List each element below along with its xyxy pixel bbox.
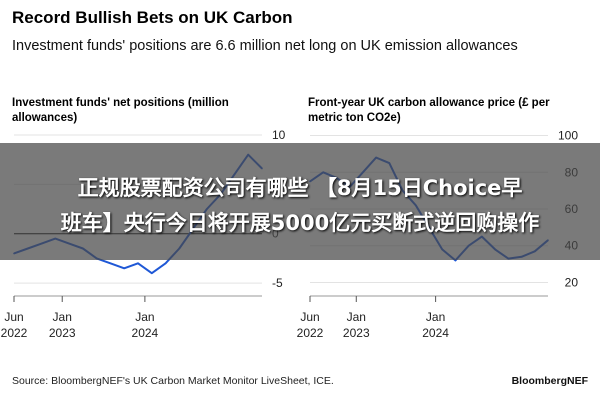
left-data-point <box>109 262 112 265</box>
left-x-tick-label: Jun 2022 <box>1 310 28 340</box>
left-panel-title: Investment funds' net positions (million… <box>12 97 229 124</box>
left-data-point <box>150 272 153 274</box>
brand-logo-text: BloombergNEF <box>511 375 588 387</box>
right-x-tick-label: Jun 2022 <box>297 310 324 340</box>
left-data-point <box>164 262 167 265</box>
overlay-text-line-2: 班车】央行今日将开展5000亿元买断式逆回购操作 <box>60 211 540 235</box>
left-x-tick-label: Jan 2023 <box>49 310 76 340</box>
left-y-tick-label: 10 <box>272 128 286 142</box>
left-y-tick-label: -5 <box>272 276 283 290</box>
left-x-tick-label: Jan 2024 <box>132 310 159 340</box>
right-data-point <box>454 259 457 262</box>
source-note: Source: BloombergNEF's UK Carbon Market … <box>12 375 334 387</box>
right-y-tick-label: 100 <box>558 129 578 143</box>
right-x-tick-label: Jan 2023 <box>343 310 370 340</box>
right-y-tick-label: 20 <box>565 275 579 289</box>
chart-subtitle: Investment funds' positions are 6.6 mill… <box>12 38 518 54</box>
overlay-text-line-1: 正规股票配资公司有哪些 【8月15日Choice早 <box>77 176 523 200</box>
right-panel-title: Front-year UK carbon allowance price (£ … <box>308 97 550 124</box>
overlay-banner <box>0 143 600 260</box>
left-data-point <box>137 262 139 265</box>
left-data-point <box>123 267 126 270</box>
right-x-tick-label: Jan 2024 <box>422 310 449 340</box>
chart-title: Record Bullish Bets on UK Carbon <box>12 8 293 27</box>
